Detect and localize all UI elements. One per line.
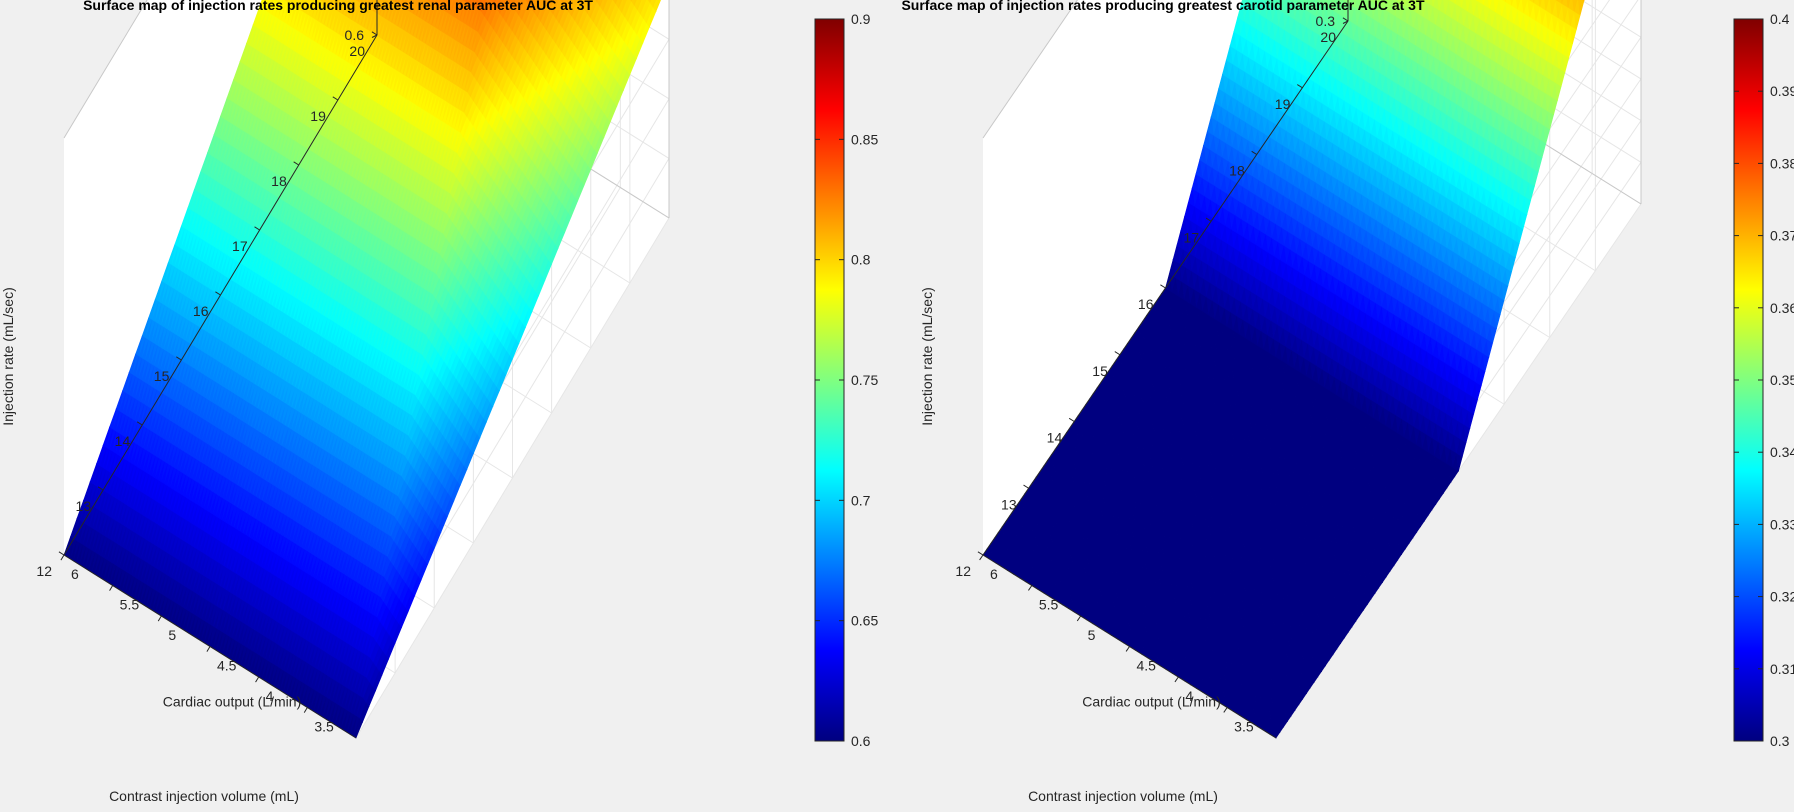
chart-panel-1: 3.544.555.561213141516171819200.60.650.7… — [0, 0, 878, 804]
